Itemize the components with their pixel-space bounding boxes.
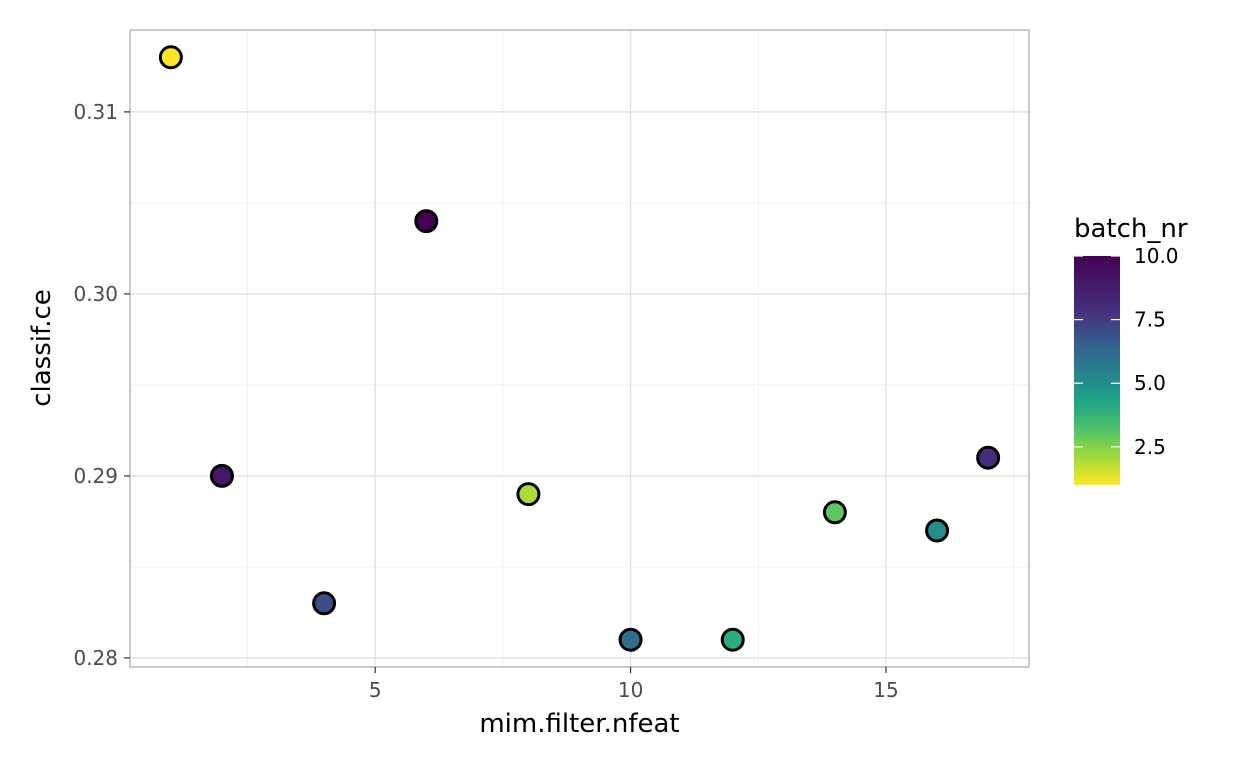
y-tick-label: 0.30 <box>73 282 118 306</box>
y-tick-label: 0.28 <box>73 646 118 670</box>
plot-panel <box>130 30 1029 667</box>
legend-tick-label: 2.5 <box>1134 435 1166 459</box>
x-tick-label: 15 <box>873 678 898 702</box>
data-point <box>312 591 337 616</box>
data-point <box>516 482 541 507</box>
data-point <box>158 45 183 70</box>
legend-tick-label: 7.5 <box>1134 308 1166 332</box>
x-tick-label: 10 <box>618 678 643 702</box>
y-tick-label: 0.31 <box>73 100 118 124</box>
major-gridlines <box>130 30 1029 667</box>
legend-ticks: 2.5 5.0 7.5 10.0 <box>1074 244 1179 459</box>
axis-ticks: 5 10 15 0.28 0.29 0.30 0.31 <box>73 100 898 702</box>
color-legend: batch_nr 2.5 5.0 7.5 10.0 <box>1074 214 1188 485</box>
data-point <box>209 463 234 488</box>
data-point <box>414 209 439 234</box>
data-point <box>925 518 950 543</box>
data-points <box>158 45 1001 652</box>
data-point <box>976 445 1001 470</box>
data-point <box>822 500 847 525</box>
data-point <box>618 627 643 652</box>
legend-title: batch_nr <box>1074 214 1188 244</box>
x-axis-title: mim.filter.nfeat <box>479 709 679 739</box>
legend-tick-label: 10.0 <box>1134 244 1179 268</box>
y-axis-title: classif.ce <box>27 289 57 407</box>
data-point <box>720 627 745 652</box>
legend-tick-label: 5.0 <box>1134 371 1166 395</box>
plot-panel-border <box>129 29 1030 668</box>
legend-colorbar <box>1074 256 1120 485</box>
x-tick-label: 5 <box>369 678 382 702</box>
y-tick-label: 0.29 <box>73 464 118 488</box>
minor-gridlines <box>130 30 1029 667</box>
